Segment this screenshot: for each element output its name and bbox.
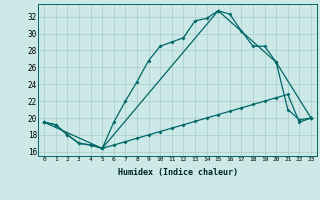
X-axis label: Humidex (Indice chaleur): Humidex (Indice chaleur) bbox=[118, 168, 238, 177]
